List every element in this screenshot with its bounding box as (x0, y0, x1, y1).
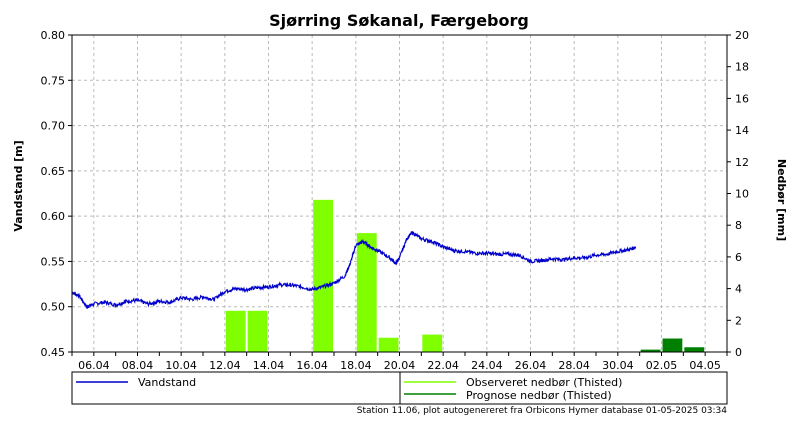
y2-tick-label: 2 (735, 314, 742, 327)
water-level-series (71, 231, 637, 310)
y-tick-label: 0.60 (41, 210, 66, 223)
legend-label-forecast: Prognose nedbør (Thisted) (466, 389, 612, 402)
x-tick-label: 02.05 (646, 359, 678, 372)
y-tick-label: 0.65 (41, 165, 66, 178)
x-tick-label: 24.04 (471, 359, 503, 372)
y2-tick-label: 14 (735, 124, 749, 137)
observed-precipitation-bars (225, 199, 443, 352)
y2-tick-label: 0 (735, 346, 742, 359)
y2-tick-label: 20 (735, 29, 749, 42)
y-axis-right: 0 2 4 6 8 10 12 14 16 18 20 (727, 29, 749, 359)
y-tick-label: 0.70 (41, 120, 66, 133)
forecast-precipitation-bar (640, 349, 661, 352)
x-tick-label: 06.04 (78, 359, 110, 372)
x-tick-label: 30.04 (602, 359, 634, 372)
x-tick-label: 14.04 (253, 359, 285, 372)
observed-precipitation-bar (247, 310, 268, 352)
legend-label-vandstand: Vandstand (138, 376, 196, 389)
x-tick-label: 18.04 (340, 359, 372, 372)
legend-label-observed: Observeret nedbør (Thisted) (466, 376, 622, 389)
observed-precipitation-bar (378, 337, 399, 352)
water-level-line (71, 231, 637, 310)
x-axis: 06.04 08.04 10.04 12.04 14.04 16.04 18.04 20.04… (71, 352, 728, 372)
grid (72, 35, 727, 352)
y2-tick-label: 4 (735, 283, 742, 296)
y-axis-label: Vandstand [m] (12, 140, 25, 231)
y-tick-label: 0.75 (41, 74, 66, 87)
legend: Vandstand Observeret nedbør (Thisted) Pr… (71, 371, 728, 405)
forecast-precipitation-bar (662, 338, 683, 352)
forecast-precipitation-bar (684, 347, 705, 352)
y-tick-label: 0.50 (41, 301, 66, 314)
y2-tick-label: 6 (735, 251, 742, 264)
x-tick-label: 28.04 (558, 359, 590, 372)
y-tick-label: 0.45 (41, 346, 66, 359)
forecast-precipitation-bars (640, 338, 705, 352)
chart-title: Sjørring Søkanal, Færgeborg (269, 11, 529, 30)
y-tick-label: 0.80 (41, 29, 66, 42)
y2-axis-label: Nedbør [mm] (775, 159, 788, 241)
observed-precipitation-bar (422, 334, 443, 352)
observed-precipitation-bar (356, 233, 377, 352)
x-tick-label: 26.04 (515, 359, 547, 372)
y2-tick-label: 8 (735, 219, 742, 232)
x-tick-label: 08.04 (122, 359, 154, 372)
observed-precipitation-bar (225, 310, 246, 352)
footer-note: Station 11.06, plot autogenereret fra Or… (357, 406, 728, 416)
x-tick-label: 16.04 (296, 359, 328, 372)
y2-tick-label: 16 (735, 92, 749, 105)
x-tick-label: 12.04 (209, 359, 241, 372)
x-tick-label: 04.05 (689, 359, 721, 372)
y2-tick-label: 18 (735, 61, 749, 74)
x-tick-label: 20.04 (384, 359, 416, 372)
y2-tick-label: 10 (735, 188, 749, 201)
x-tick-label: 10.04 (165, 359, 197, 372)
y-tick-label: 0.55 (41, 255, 66, 268)
y-axis-left: 0.45 0.50 0.55 0.60 0.65 0.70 0.75 0.80 (41, 29, 72, 359)
y2-tick-label: 12 (735, 156, 749, 169)
observed-precipitation-bar (313, 199, 333, 352)
x-tick-label: 22.04 (427, 359, 459, 372)
